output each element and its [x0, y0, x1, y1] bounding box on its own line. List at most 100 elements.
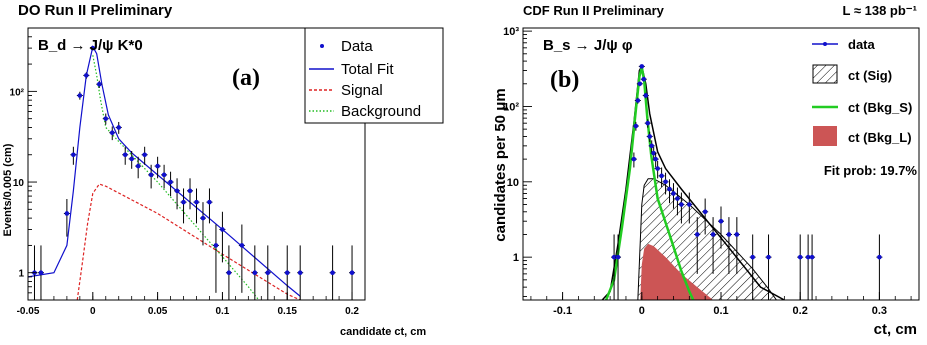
- tick-label-a-x: 0: [90, 306, 96, 317]
- data-b-point: [694, 232, 700, 237]
- data-a-point: [284, 270, 290, 276]
- series-a-3-line: [92, 55, 260, 300]
- data-a-point: [148, 172, 154, 178]
- data-a-point: [200, 215, 206, 221]
- tick-label-a-y: 1: [18, 269, 24, 280]
- data-a-point: [252, 270, 258, 276]
- data-b-point: [637, 81, 643, 87]
- data-b-point: [647, 134, 653, 139]
- data-b-point: [645, 120, 651, 126]
- data-a-point: [213, 243, 219, 248]
- tick-label-b-y: 10²: [503, 101, 519, 113]
- panel-b: -0.1 0 0.1 0.2 0.3 1 10 10² 10³ CDF Run II Preli…: [492, 3, 920, 338]
- data-b-point: [675, 196, 680, 201]
- data-a-point: [194, 199, 199, 205]
- legend-label-b-data: data: [848, 37, 876, 52]
- data-b-point: [643, 93, 649, 98]
- data-a-point: [90, 45, 96, 51]
- data-a-point: [297, 270, 303, 276]
- legend-label-b-bkgs: ct (Bkg_S): [848, 100, 912, 115]
- panel-b-ylabel: candidates per 50 μm: [492, 88, 509, 241]
- data-a-point: [116, 125, 122, 130]
- data-b-point: [659, 173, 664, 179]
- data-a-point: [265, 270, 271, 276]
- data-a-point: [84, 73, 89, 78]
- tick-label-b-x: 0: [639, 305, 645, 317]
- panel-a-xlabel: candidate ct, cm: [340, 326, 426, 338]
- panel-b-xlabel: ct, cm: [874, 321, 917, 338]
- data-a-point: [122, 152, 128, 158]
- data-b-point: [797, 254, 803, 260]
- data-b-point: [651, 150, 656, 156]
- data-b-point: [750, 254, 755, 260]
- data-a-point: [349, 270, 355, 276]
- panel-b-legend: data ct (Sig) ct (Bkg_S) ct (Bkg_L): [812, 37, 912, 146]
- data-b-point: [639, 64, 645, 69]
- data-b-point: [734, 232, 740, 237]
- data-b-point: [718, 218, 724, 224]
- tick-label-a-x: 0.1: [215, 306, 229, 317]
- data-b-point: [805, 254, 811, 260]
- panel-a-title: DO Run II Preliminary: [18, 2, 173, 19]
- legend-label-data: Data: [341, 38, 373, 55]
- panel-b-label: (b): [550, 67, 579, 93]
- data-a-point: [174, 188, 180, 194]
- data-b-point: [615, 254, 621, 260]
- data-a-point: [155, 163, 160, 169]
- data-a-point: [161, 172, 167, 178]
- data-b-point: [653, 156, 658, 162]
- data-a-point: [103, 116, 109, 121]
- data-a-point: [226, 270, 232, 276]
- data-a-point: [71, 152, 76, 158]
- tick-label-b-x: 0.1: [713, 305, 728, 317]
- series-b-4-area: [640, 243, 714, 300]
- data-b-point: [631, 156, 637, 162]
- panel-a-ylabel: Events/0.005 (cm): [2, 143, 14, 236]
- data-a-point: [64, 211, 70, 216]
- data-b-point: [649, 143, 654, 149]
- tick-label-b-y: 10: [507, 177, 519, 189]
- panel-b-luminosity: L ≈ 138 pb⁻¹: [843, 3, 917, 18]
- data-b-point: [809, 254, 815, 260]
- tick-label-a-x: 0.15: [277, 306, 297, 317]
- legend-marker-data: [320, 44, 324, 48]
- panel-a: -0.05 0 0.05 0.1 0.15 0.2 1 10 10² DO Run II Pre…: [2, 2, 444, 338]
- legend-label-background: Background: [341, 103, 421, 120]
- data-b-point: [641, 76, 647, 82]
- panel-a-axes: -0.05 0 0.05 0.1 0.15 0.2 1 10 10²: [10, 27, 366, 317]
- data-b-point: [611, 254, 617, 260]
- panel-b-axes: -0.1 0 0.1 0.2 0.3 1 10 10² 10³: [503, 26, 912, 317]
- tick-label-a-x: -0.05: [17, 306, 40, 317]
- data-b-point: [877, 254, 882, 260]
- panel-a-plot: [28, 45, 356, 300]
- legend-marker-b-data-dot: [823, 42, 827, 46]
- legend-label-signal: Signal: [341, 82, 383, 99]
- data-b-point: [655, 166, 660, 171]
- data-a-point: [142, 152, 147, 158]
- data-a-point: [109, 130, 115, 136]
- data-b-point: [663, 179, 668, 185]
- legend-marker-b-sig: [812, 64, 838, 84]
- tick-label-b-x: 0.2: [793, 305, 808, 317]
- legend-label-b-sig: ct (Sig): [848, 68, 892, 83]
- tick-label-a-x: 0.05: [148, 306, 168, 317]
- tick-label-a-y: 10: [13, 178, 25, 189]
- data-a-point: [220, 227, 225, 232]
- data-a-point: [207, 199, 212, 205]
- tick-label-b-x: 0.3: [872, 305, 887, 317]
- data-b-point: [687, 202, 692, 207]
- data-b-point: [766, 254, 771, 260]
- panel-a-process: B_d → J/ψ K*0: [38, 37, 143, 54]
- data-a-point: [135, 163, 141, 169]
- data-b-point: [671, 191, 676, 196]
- data-b-point: [710, 232, 716, 237]
- series-b-1-line: [601, 64, 785, 300]
- data-a-point: [181, 199, 186, 205]
- data-a-point: [168, 179, 173, 185]
- data-a-point: [129, 156, 134, 162]
- tick-label-a-y: 10²: [10, 87, 25, 98]
- data-b-point: [702, 209, 708, 215]
- panel-a-legend: Data Total Fit Signal Background: [304, 27, 444, 124]
- panel-a-label: (a): [232, 65, 260, 91]
